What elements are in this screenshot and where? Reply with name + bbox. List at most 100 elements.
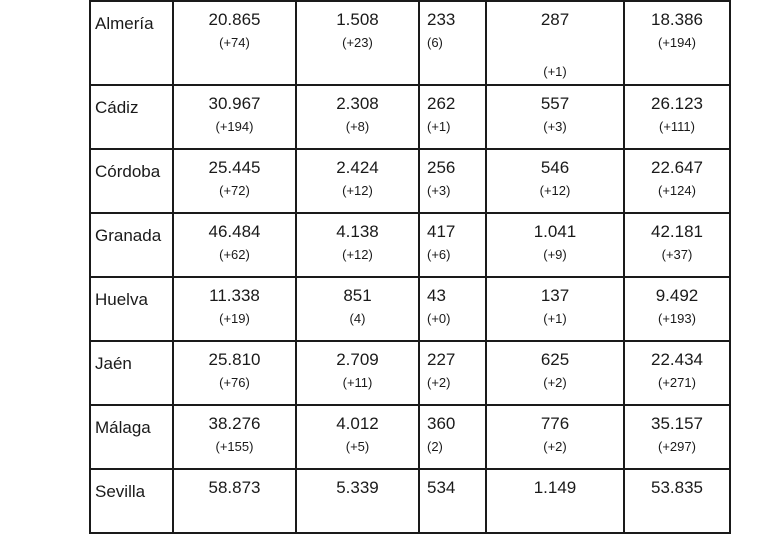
value: 256 xyxy=(427,158,456,177)
value-cell: 43 (+0) xyxy=(418,276,487,342)
value-cell: 262 (+1) xyxy=(418,84,487,150)
delta: (+23) xyxy=(342,35,373,50)
value-cell: 776 (+2) xyxy=(485,404,625,470)
value-cell: 30.967 (+194) xyxy=(172,84,297,150)
delta: (+194) xyxy=(658,35,696,50)
value: 546 xyxy=(540,158,570,177)
value: 42.181 xyxy=(651,222,703,241)
value: 534 xyxy=(427,478,456,497)
table-row: Huelva 11.338 (+19) 851 (4) 43 (+0) 137 … xyxy=(89,276,731,342)
value: 58.873 xyxy=(208,478,261,497)
value-cell: 417 (+6) xyxy=(418,212,487,278)
value-cell: 20.865 (+74) xyxy=(172,0,297,86)
value-cell: 2.308 (+8) xyxy=(295,84,420,150)
value-cell: 4.138 (+12) xyxy=(295,212,420,278)
value-cell: 534 xyxy=(418,468,487,534)
delta: (+194) xyxy=(215,119,254,134)
delta: (+8) xyxy=(345,119,370,134)
value: 851 xyxy=(343,286,372,305)
value-cell: 1.508 (+23) xyxy=(295,0,420,86)
table-row: Málaga 38.276 (+155) 4.012 (+5) 360 (2) … xyxy=(89,404,731,470)
value: 360 xyxy=(427,414,456,433)
value: 1.508 xyxy=(336,10,379,29)
value-cell: 18.386 (+194) xyxy=(623,0,731,86)
delta: (+11) xyxy=(342,375,373,390)
value-cell: 38.276 (+155) xyxy=(172,404,297,470)
value: 227 xyxy=(427,350,456,369)
delta: (+2) xyxy=(543,439,567,454)
table-row: Sevilla 58.873 5.339 534 1.149 53.835 xyxy=(89,468,731,534)
value-cell: 233 (6) xyxy=(418,0,487,86)
value-cell: 256 (+3) xyxy=(418,148,487,214)
value-cell: 53.835 xyxy=(623,468,731,534)
value: 2.308 xyxy=(336,94,379,113)
delta: (+2) xyxy=(543,375,567,390)
delta: (+155) xyxy=(215,439,254,454)
delta: (+6) xyxy=(427,247,451,262)
delta: (+62) xyxy=(219,247,250,262)
value-cell: 625 (+2) xyxy=(485,340,625,406)
value: 11.338 xyxy=(209,286,260,305)
value: 46.484 xyxy=(208,222,261,241)
delta: (+12) xyxy=(539,183,571,198)
province-name: Granada xyxy=(89,212,174,278)
delta: (+111) xyxy=(658,119,695,134)
delta: (+1) xyxy=(427,119,451,134)
province-table: Almería 20.865 (+74) 1.508 (+23) 233 (6)… xyxy=(89,0,731,534)
value: 2.709 xyxy=(336,350,379,369)
value-cell: 2.424 (+12) xyxy=(295,148,420,214)
province-name: Sevilla xyxy=(89,468,174,534)
value: 18.386 xyxy=(651,10,703,29)
value-cell: 557 (+3) xyxy=(485,84,625,150)
delta: (+5) xyxy=(345,439,370,454)
value-cell: 1.149 xyxy=(485,468,625,534)
value-cell: 22.434 (+271) xyxy=(623,340,731,406)
value: 262 xyxy=(427,94,456,113)
value: 26.123 xyxy=(651,94,703,113)
delta: (+1) xyxy=(543,311,567,326)
table-row: Cádiz 30.967 (+194) 2.308 (+8) 262 (+1) … xyxy=(89,84,731,150)
value-cell: 360 (2) xyxy=(418,404,487,470)
value-cell: 25.445 (+72) xyxy=(172,148,297,214)
value-cell: 137 (+1) xyxy=(485,276,625,342)
value: 35.157 xyxy=(651,414,703,433)
value: 1.041 xyxy=(533,222,577,241)
value: 25.445 xyxy=(208,158,261,177)
value-cell: 26.123 (+111) xyxy=(623,84,731,150)
value: 25.810 xyxy=(208,350,261,369)
value: 1.149 xyxy=(533,478,577,497)
value: 9.492 xyxy=(655,286,699,305)
value-cell: 42.181 (+37) xyxy=(623,212,731,278)
value-cell: 851 (4) xyxy=(295,276,420,342)
value: 776 xyxy=(540,414,570,433)
province-name: Córdoba xyxy=(89,148,174,214)
delta: (4) xyxy=(349,311,366,326)
delta: (+297) xyxy=(658,439,696,454)
value: 137 xyxy=(540,286,570,305)
province-name: Cádiz xyxy=(89,84,174,150)
value: 5.339 xyxy=(336,478,379,497)
table-row: Jaén 25.810 (+76) 2.709 (+11) 227 (+2) 6… xyxy=(89,340,731,406)
value-cell: 46.484 (+62) xyxy=(172,212,297,278)
value-cell: 287 (+1) xyxy=(485,0,625,86)
delta: (+37) xyxy=(661,247,693,262)
table-row: Córdoba 25.445 (+72) 2.424 (+12) 256 (+3… xyxy=(89,148,731,214)
value: 417 xyxy=(427,222,456,241)
value: 4.012 xyxy=(336,414,379,433)
value-cell: 11.338 (+19) xyxy=(172,276,297,342)
value: 287 xyxy=(540,10,570,29)
value: 233 xyxy=(427,10,456,29)
delta: (+9) xyxy=(543,247,567,262)
province-name: Málaga xyxy=(89,404,174,470)
delta: (6) xyxy=(427,35,443,50)
province-name: Jaén xyxy=(89,340,174,406)
province-name: Huelva xyxy=(89,276,174,342)
value-cell: 58.873 xyxy=(172,468,297,534)
delta: (+271) xyxy=(658,375,696,390)
value-cell: 9.492 (+193) xyxy=(623,276,731,342)
value-cell: 546 (+12) xyxy=(485,148,625,214)
value: 22.647 xyxy=(651,158,703,177)
delta: (+2) xyxy=(427,375,451,390)
delta: (+3) xyxy=(427,183,451,198)
delta: (+0) xyxy=(427,311,451,326)
